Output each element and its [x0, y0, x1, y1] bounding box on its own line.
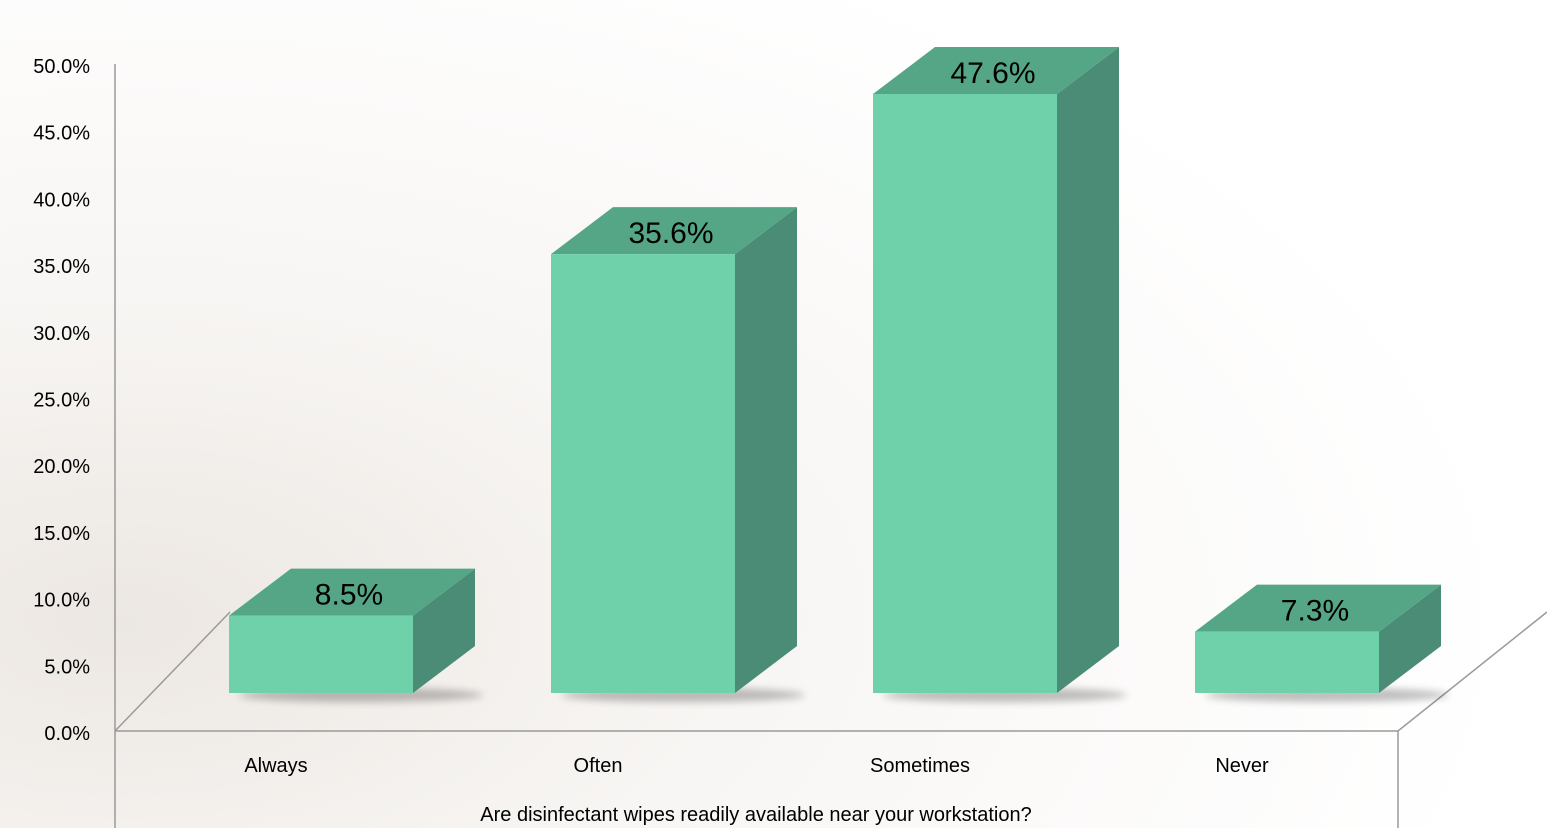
data-label: 35.6%	[628, 217, 713, 250]
y-tick-label: 15.0%	[33, 523, 90, 545]
bar-sometimes	[873, 47, 1127, 702]
y-tick-label: 5.0%	[44, 656, 90, 678]
y-tick-label: 45.0%	[33, 123, 90, 145]
category-label: Sometimes	[870, 755, 970, 777]
bars	[229, 47, 1449, 702]
y-tick-label: 50.0%	[33, 56, 90, 78]
bar-side	[413, 568, 475, 693]
bar-side	[1057, 47, 1119, 694]
data-label: 8.5%	[315, 579, 383, 612]
y-tick-label: 10.0%	[33, 590, 90, 612]
bar-always	[229, 568, 483, 702]
bar-top	[873, 47, 1119, 95]
bar-top	[1195, 584, 1441, 632]
bar-often	[551, 207, 805, 702]
data-labels: 8.5% 35.6% 47.6% 7.3%	[315, 57, 1349, 628]
category-label: Always	[244, 755, 307, 777]
y-tick-label: 0.0%	[44, 723, 90, 745]
data-label: 47.6%	[950, 57, 1035, 90]
y-tick-label: 25.0%	[33, 390, 90, 412]
bar-front	[873, 94, 1057, 694]
bar-top	[551, 207, 797, 255]
bar-front	[1195, 631, 1379, 693]
category-label: Never	[1215, 755, 1269, 777]
y-tick-label: 35.0%	[33, 256, 90, 278]
category-labels: Always Often Sometimes Never	[244, 755, 1269, 777]
category-label: Often	[574, 755, 623, 777]
y-tick-label: 40.0%	[33, 189, 90, 211]
bar-side	[735, 207, 797, 693]
bar-top	[229, 568, 475, 616]
y-tick-label: 30.0%	[33, 323, 90, 345]
bar-never	[1195, 584, 1449, 702]
data-label: 7.3%	[1281, 595, 1349, 628]
chart-axes	[114, 64, 1547, 828]
bar-side	[1379, 584, 1441, 693]
y-tick-label: 20.0%	[33, 456, 90, 478]
x-axis-title: Are disinfectant wipes readily available…	[480, 804, 1031, 826]
y-tick-labels: 0.0% 5.0% 10.0% 15.0% 20.0% 25.0% 30.0% 35.0% 40…	[33, 56, 90, 745]
bar-front	[229, 615, 413, 693]
bar-front	[551, 254, 735, 693]
